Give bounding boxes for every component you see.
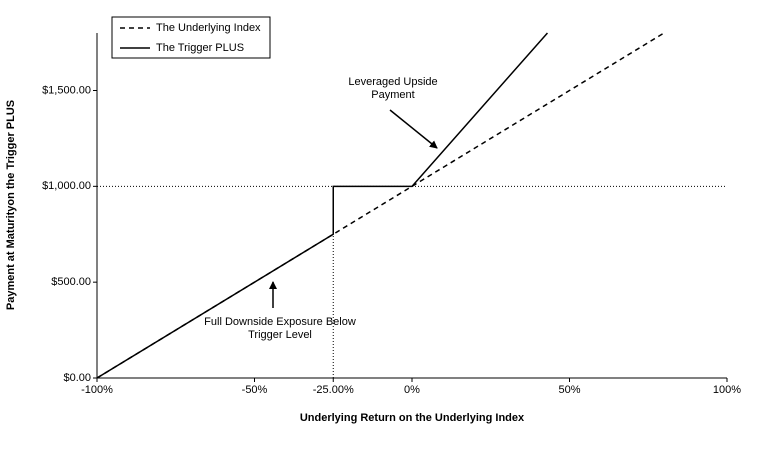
legend-label: The Trigger PLUS	[156, 42, 244, 54]
x-tick-label: -100%	[81, 384, 113, 396]
y-tick-label: $1,500.00	[42, 84, 91, 96]
x-tick-label: 100%	[713, 384, 741, 396]
legend-label: The Underlying Index	[156, 22, 261, 34]
y-tick-label: $1,000.00	[42, 180, 91, 192]
x-tick-label: -25.00%	[313, 384, 354, 396]
x-tick-label: -50%	[242, 384, 268, 396]
annotation: Full Downside Exposure Below	[204, 316, 356, 328]
x-axis-title: Underlying Return on the Underlying Inde…	[300, 412, 525, 424]
y-axis-title: Payment at Maturityon the Trigger PLUS	[5, 100, 17, 310]
annotation-arrow	[389, 109, 438, 149]
x-tick-label: 0%	[404, 384, 420, 396]
legend-box	[111, 16, 271, 59]
x-tick-label: 50%	[558, 384, 580, 396]
annotation: Trigger Level	[248, 329, 312, 341]
annotation: Payment	[371, 89, 414, 101]
series-line	[96, 32, 549, 379]
annotation: Leveraged Upside	[348, 76, 437, 88]
y-tick-label: $500.00	[51, 276, 91, 288]
y-tick-label: $0.00	[63, 372, 91, 384]
